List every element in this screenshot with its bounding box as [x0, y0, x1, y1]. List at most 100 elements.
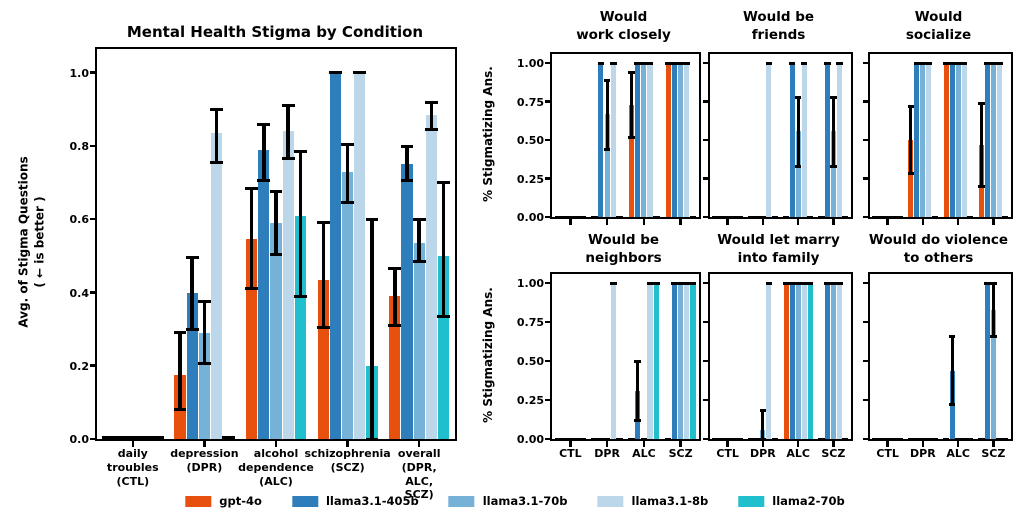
error-bar-llama3.1-70b	[274, 191, 278, 255]
y-tick-mark	[90, 437, 95, 440]
x-tick-mark	[956, 219, 960, 225]
bar-llama3.1-405b-DPR	[598, 63, 604, 217]
y-tick-label: 0.6	[69, 213, 90, 227]
bar-cap-llama3.1-405b	[718, 215, 725, 219]
error-bar-llama3.1-405b	[405, 146, 409, 181]
legend-label: llama2-70b	[772, 494, 845, 508]
error-cap-llama3.1-8b	[210, 107, 223, 111]
bar-llama3.1-70b-DPR	[604, 113, 610, 217]
y-tick-mark	[863, 138, 868, 142]
error-cap-llama3.1-70b	[603, 78, 611, 82]
error-bar-gpt-4o	[321, 222, 325, 328]
bar-gpt-4o-DPR	[908, 140, 914, 217]
x-tick-mark	[726, 441, 729, 447]
bar-llama3.1-405b-SCZ	[984, 63, 990, 217]
bar-cap-llama2-70b	[579, 215, 587, 219]
x-tick-label: SCZ	[981, 447, 1006, 460]
x-tick-mark	[679, 441, 682, 447]
error-cap-llama3.1-405b	[185, 327, 199, 331]
y-tick-mark	[545, 215, 550, 218]
subplot-title-neighbors: Would be neighbors	[585, 232, 662, 267]
error-cap-llama3.1-70b	[830, 95, 837, 99]
bar-llama2-70b-overall	[437, 255, 450, 439]
bar-cap-llama3.1-8b	[683, 61, 691, 65]
bar-cap-llama3.1-8b	[573, 437, 580, 441]
error-bar-llama2-70b	[370, 219, 374, 439]
x-tick-mark	[569, 441, 572, 447]
bar-cap-llama3.1-8b	[960, 437, 968, 441]
bar-cap-gpt-4o	[747, 437, 755, 441]
error-cap-llama3.1-405b	[948, 334, 956, 338]
x-tick-mark	[726, 219, 729, 225]
bar-cap-llama2-70b	[966, 437, 974, 441]
y-tick-mark	[545, 281, 550, 285]
bar-cap-gpt-4o	[712, 215, 719, 219]
x-tick-label: ALC	[946, 447, 970, 460]
bar-cap-llama3.1-70b	[567, 215, 574, 219]
bar-cap-llama3.1-8b	[996, 61, 1003, 65]
y-tick-mark	[545, 437, 550, 440]
error-bar-gpt-4o	[249, 188, 254, 289]
error-bar-llama3.1-8b	[429, 102, 434, 130]
bar-cap-llama3.1-8b	[800, 281, 808, 285]
x-tick-mark	[569, 219, 572, 225]
legend-item-llama3.1-70b: llama3.1-70b	[448, 494, 568, 508]
bar-llama3.1-8b-DPR	[926, 63, 932, 217]
bar-cap-llama3.1-405b	[984, 61, 991, 65]
bar-gpt-4o-SCZ	[665, 63, 671, 217]
legend-label: llama3.1-405b	[325, 494, 419, 508]
bar-llama3.1-70b-ALC	[955, 63, 961, 217]
error-cap-llama2-70b	[293, 294, 307, 298]
error-cap-llama3.1-8b	[210, 161, 223, 165]
bar-cap-gpt-4o	[907, 437, 915, 441]
error-cap-llama3.1-405b	[948, 403, 956, 407]
bar-cap-llama3.1-405b	[913, 61, 921, 65]
bar-llama3.1-8b-ALC	[801, 63, 807, 217]
bar-llama3.1-405b-overall	[401, 164, 413, 439]
error-bar-llama3.1-8b	[286, 105, 290, 159]
x-tick-mark	[921, 219, 925, 225]
error-cap-llama3.1-70b	[412, 217, 426, 221]
x-tick-label: depression (DPR)	[170, 447, 239, 474]
error-bar-llama3.1-70b	[202, 301, 207, 364]
error-cap-llama3.1-8b	[281, 104, 295, 108]
y-tick-mark	[703, 61, 708, 65]
bar-llama3.1-8b-overall	[425, 114, 437, 439]
bar-cap-gpt-4o	[591, 215, 598, 219]
bar-cap-llama3.1-8b	[573, 215, 580, 219]
legend-label: llama3.1-70b	[482, 494, 568, 508]
bar-cap-llama3.1-405b	[560, 437, 568, 441]
bar-cap-llama2-70b	[736, 437, 743, 441]
x-tick-mark	[886, 441, 889, 447]
error-bar-llama2-70b	[298, 151, 303, 297]
y-tick-label: 1.0	[69, 66, 90, 80]
x-tick-mark	[605, 441, 609, 447]
bar-llama3.1-70b-ALC	[795, 283, 801, 439]
bar-cap-llama3.1-405b	[114, 435, 127, 439]
y-tick-label: 0.25	[516, 394, 544, 408]
error-cap-llama2-70b	[293, 150, 307, 154]
bar-cap-llama3.1-70b	[603, 437, 611, 441]
error-cap-llama2-70b	[365, 437, 379, 441]
bar-llama3.1-8b-SCZ	[836, 283, 842, 439]
error-cap-llama3.1-70b	[341, 201, 354, 205]
bar-llama3.1-8b-DPR	[610, 283, 616, 439]
error-bar-llama3.1-70b	[345, 144, 350, 203]
subplot-axes-socialize	[863, 52, 1013, 225]
error-cap-llama3.1-405b	[400, 144, 414, 148]
error-cap-llama3.1-70b	[759, 409, 766, 413]
legend-item-llama3.1-405b: llama3.1-405b	[291, 494, 419, 508]
x-tick-label: ALC	[786, 447, 810, 460]
bar-cap-llama2-70b	[222, 435, 236, 439]
bar-cap-llama3.1-405b	[824, 61, 831, 65]
bar-llama3.1-8b-DPR	[610, 63, 616, 217]
legend-swatch-llama3.1-8b	[597, 495, 624, 507]
y-tick-mark	[545, 320, 550, 324]
y-tick-label: 0.50	[516, 134, 544, 148]
bar-cap-gpt-4o	[747, 215, 755, 219]
bar-cap-llama3.1-70b	[126, 435, 140, 439]
x-tick-mark	[605, 219, 609, 225]
bar-cap-llama3.1-8b	[683, 281, 691, 285]
y-tick-mark	[90, 364, 95, 367]
